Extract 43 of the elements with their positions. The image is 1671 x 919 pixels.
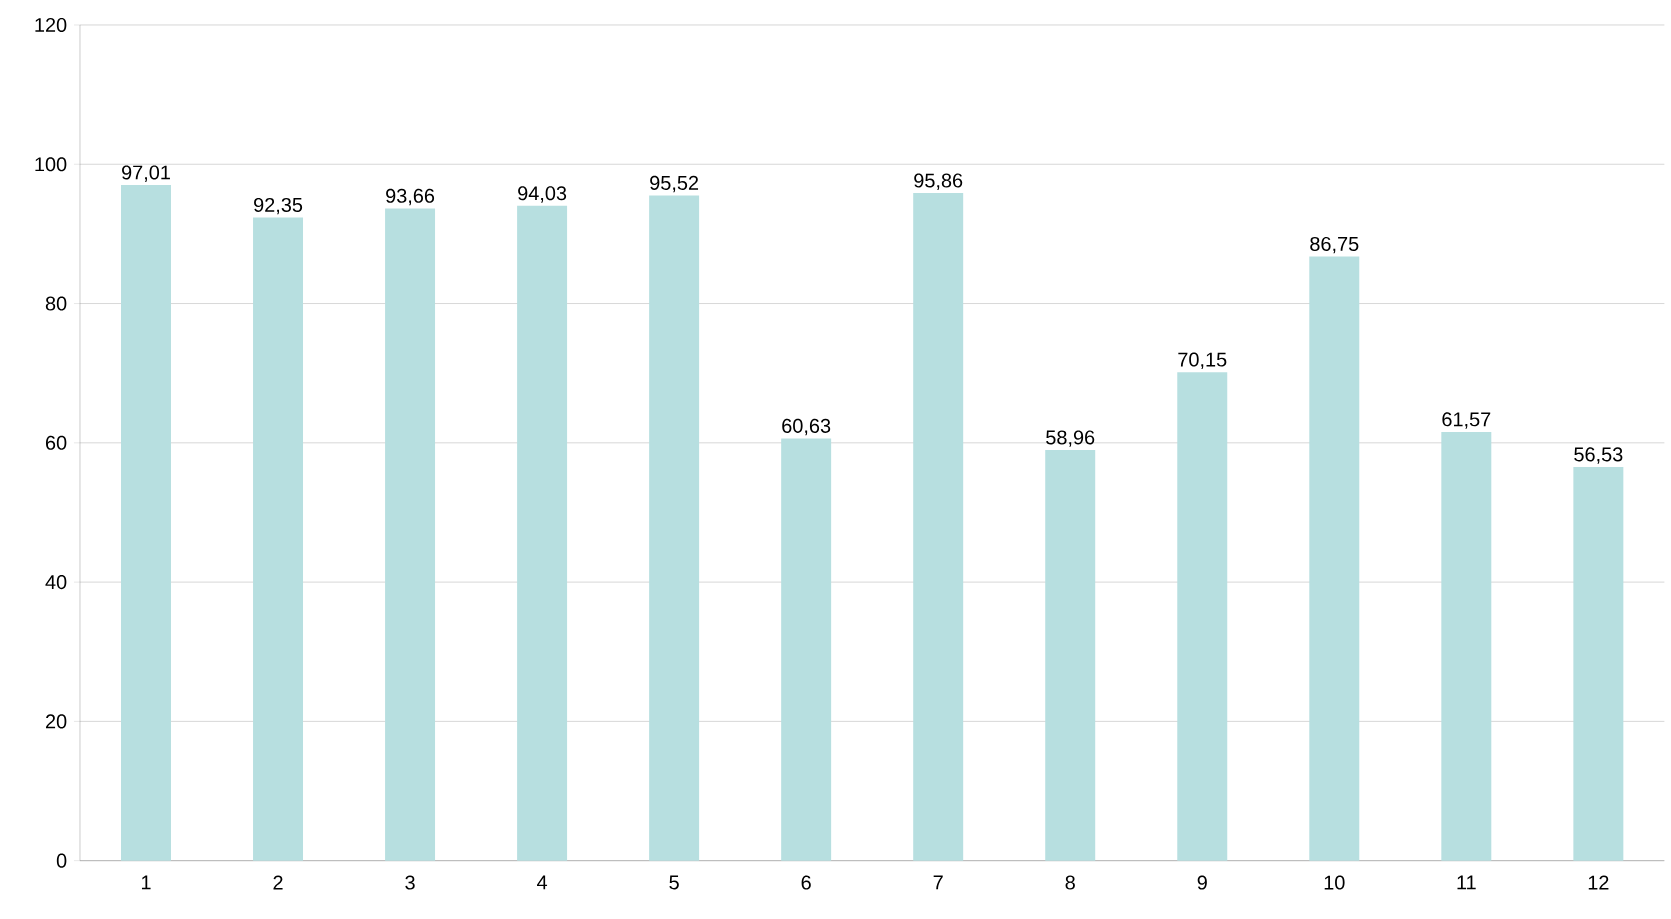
x-tick-label: 6 [801, 875, 811, 890]
bar [1441, 432, 1492, 861]
y-tick-label: 0 [56, 853, 67, 868]
bar [385, 208, 436, 861]
bar [1309, 256, 1360, 861]
data-label: 95,52 [650, 175, 699, 193]
data-label: 86,75 [1310, 237, 1359, 254]
x-tick-label: 10 [1324, 875, 1345, 890]
bar [121, 185, 171, 861]
data-label: 93,66 [386, 188, 435, 206]
x-tick-label: 2 [273, 875, 283, 890]
data-label: 70,15 [1178, 352, 1227, 370]
bar [913, 193, 964, 861]
bar [1573, 467, 1624, 861]
bar [1045, 450, 1096, 861]
x-tick-label: 5 [669, 875, 679, 890]
y-tick-label: 20 [45, 714, 67, 729]
data-label: 61,57 [1442, 412, 1491, 429]
bar [781, 438, 832, 861]
data-label: 97,01 [122, 165, 170, 183]
bar [517, 206, 568, 861]
x-tick-label: 3 [405, 875, 415, 890]
y-tick-label: 100 [35, 157, 67, 172]
y-tick-label: 120 [35, 18, 67, 33]
bar [1177, 372, 1228, 861]
x-tick-label: 8 [1065, 875, 1075, 890]
x-tick-label: 7 [933, 875, 943, 890]
y-tick-label: 60 [46, 435, 67, 451]
x-tick-label: 12 [1588, 875, 1609, 890]
x-tick-label: 4 [537, 875, 548, 890]
x-tick-label: 11 [1457, 875, 1476, 890]
x-tick-label: 1 [141, 875, 151, 890]
data-label: 60,63 [782, 418, 831, 436]
data-label: 58,96 [1046, 430, 1095, 448]
bar [649, 195, 700, 861]
data-label: 95,86 [914, 173, 963, 191]
data-label: 56,53 [1574, 447, 1623, 464]
data-label: 94,03 [518, 186, 567, 203]
y-tick-label: 80 [45, 296, 67, 311]
bar [253, 217, 304, 861]
x-tick-label: 9 [1197, 875, 1207, 890]
data-label: 92,35 [254, 198, 303, 215]
y-tick-label: 40 [45, 575, 67, 590]
